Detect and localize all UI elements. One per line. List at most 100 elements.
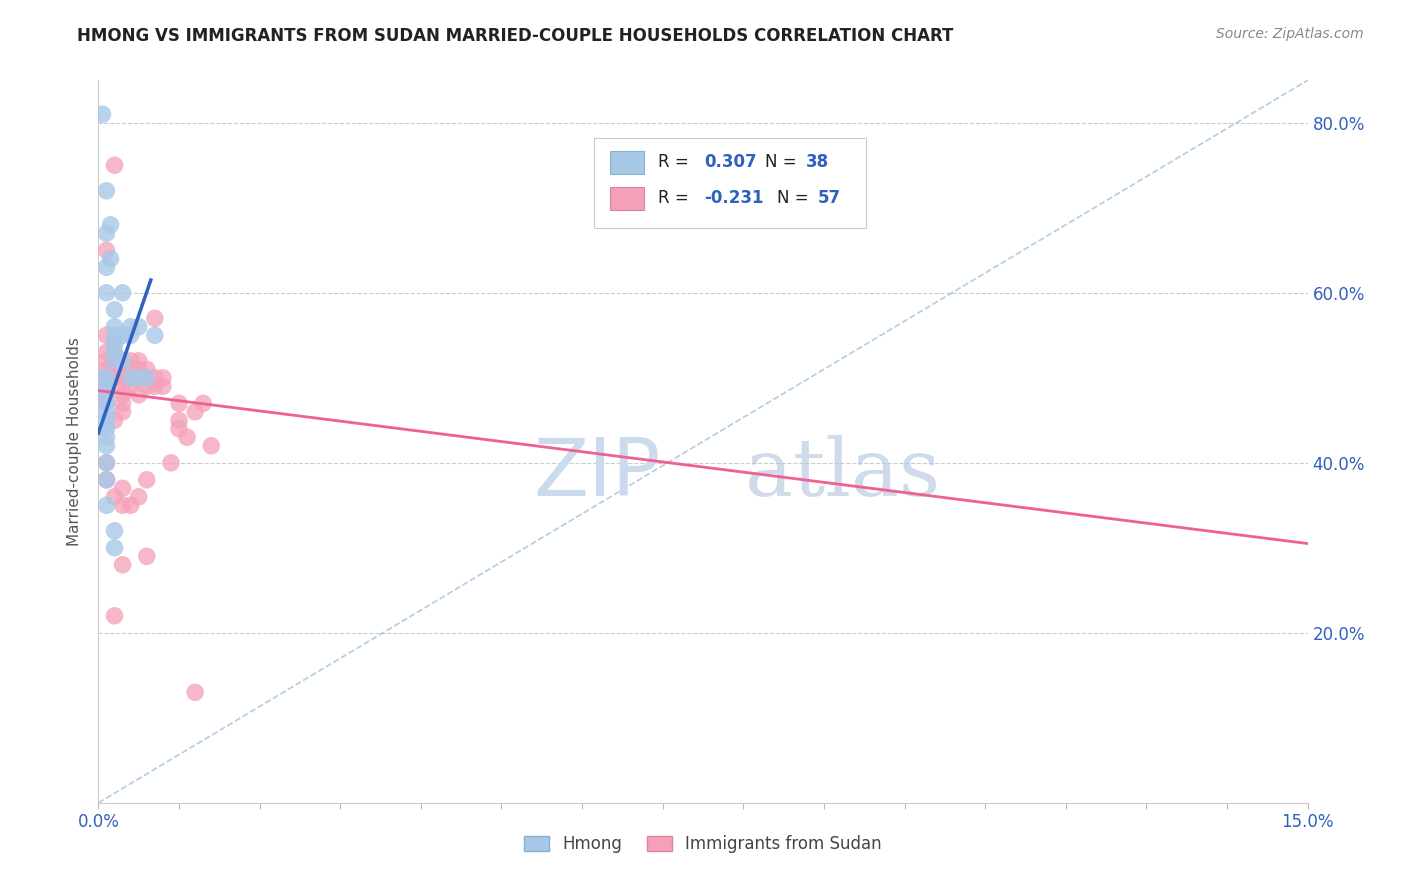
Point <box>96 388 118 402</box>
Point <box>96 371 118 385</box>
Y-axis label: Married-couple Households: Married-couple Households <box>67 337 83 546</box>
Point <box>96 371 118 385</box>
Point <box>103 371 125 385</box>
Point <box>91 107 114 121</box>
Point <box>103 328 125 343</box>
Point <box>184 685 207 699</box>
Point <box>103 336 125 351</box>
Point <box>96 498 118 512</box>
Point <box>96 430 118 444</box>
Point <box>96 328 118 343</box>
Point <box>96 345 118 359</box>
Point <box>96 227 118 241</box>
Point <box>103 524 125 538</box>
Text: R =: R = <box>658 153 695 171</box>
Bar <box>610 151 644 174</box>
Point <box>96 362 118 376</box>
Point <box>143 371 166 385</box>
Point <box>111 396 134 410</box>
Text: 57: 57 <box>818 189 841 207</box>
Point <box>96 473 118 487</box>
Point <box>103 541 125 555</box>
Point <box>143 328 166 343</box>
Point <box>111 353 134 368</box>
Point <box>111 285 134 300</box>
Point <box>96 353 118 368</box>
Text: 0.307: 0.307 <box>704 153 756 171</box>
Point <box>111 558 134 572</box>
Point <box>103 490 125 504</box>
Point <box>103 353 125 368</box>
Point <box>128 362 150 376</box>
Point <box>96 422 118 436</box>
Point <box>135 362 157 376</box>
Point <box>128 319 150 334</box>
Point <box>135 473 157 487</box>
Point <box>96 260 118 275</box>
Point <box>135 371 157 385</box>
Point <box>135 371 157 385</box>
Text: ZIP: ZIP <box>533 435 661 513</box>
Point <box>103 608 125 623</box>
Point <box>152 371 174 385</box>
Point <box>103 345 125 359</box>
Point <box>120 319 142 334</box>
Point <box>96 456 118 470</box>
Point <box>167 413 190 427</box>
Legend: Hmong, Immigrants from Sudan: Hmong, Immigrants from Sudan <box>517 828 889 860</box>
Point <box>96 388 118 402</box>
Point <box>135 549 157 564</box>
Point <box>96 439 118 453</box>
Point <box>111 371 134 385</box>
Point <box>103 353 125 368</box>
Point <box>91 371 114 385</box>
Point <box>96 405 118 419</box>
Point <box>96 473 118 487</box>
Bar <box>610 187 644 211</box>
Point <box>128 371 150 385</box>
Point <box>184 405 207 419</box>
Point <box>111 379 134 393</box>
Text: N =: N = <box>776 189 814 207</box>
Point <box>96 396 118 410</box>
Point <box>103 345 125 359</box>
Point <box>103 319 125 334</box>
Point <box>100 218 122 232</box>
Point <box>96 285 118 300</box>
Point <box>111 498 134 512</box>
Point <box>96 456 118 470</box>
Point <box>120 371 142 385</box>
Point <box>96 413 118 427</box>
Point <box>96 244 118 258</box>
Text: R =: R = <box>658 189 695 207</box>
Point <box>100 252 122 266</box>
Point <box>143 311 166 326</box>
Point <box>167 396 190 410</box>
Point <box>96 379 118 393</box>
Text: atlas: atlas <box>745 435 941 513</box>
Point <box>200 439 222 453</box>
Point <box>143 379 166 393</box>
Point <box>103 413 125 427</box>
Point <box>120 328 142 343</box>
Text: Source: ZipAtlas.com: Source: ZipAtlas.com <box>1216 27 1364 41</box>
Point <box>103 302 125 317</box>
Point <box>103 362 125 376</box>
Point <box>135 379 157 393</box>
Point <box>111 388 134 402</box>
Point <box>128 490 150 504</box>
Point <box>128 371 150 385</box>
Point <box>111 328 134 343</box>
Point <box>120 498 142 512</box>
Point <box>96 396 118 410</box>
Point <box>111 481 134 495</box>
Point <box>96 184 118 198</box>
Point <box>167 422 190 436</box>
Point <box>120 353 142 368</box>
Point <box>111 405 134 419</box>
Point <box>128 388 150 402</box>
Point <box>103 336 125 351</box>
Text: N =: N = <box>765 153 801 171</box>
Point <box>120 362 142 376</box>
Text: HMONG VS IMMIGRANTS FROM SUDAN MARRIED-COUPLE HOUSEHOLDS CORRELATION CHART: HMONG VS IMMIGRANTS FROM SUDAN MARRIED-C… <box>77 27 953 45</box>
